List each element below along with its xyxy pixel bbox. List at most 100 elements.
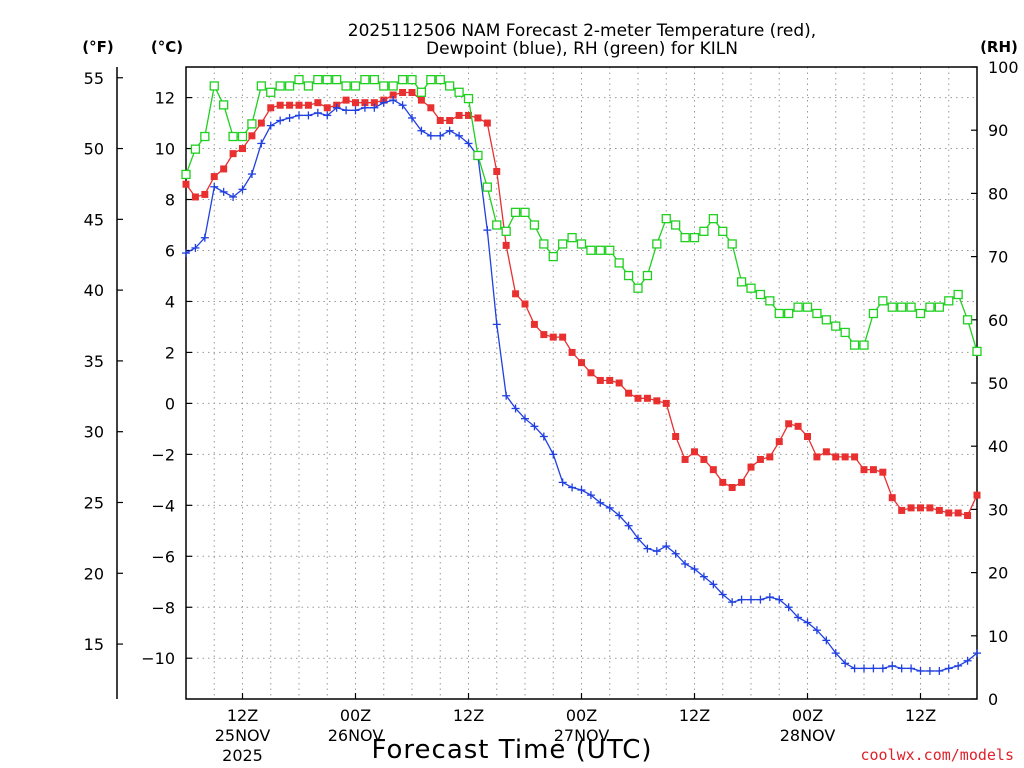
dewpoint-point — [935, 666, 944, 675]
rh-point — [275, 81, 285, 91]
tick-labels: 152025303540455055−10−8−6−4−202468101201… — [84, 58, 1019, 765]
celsius-tick-label: 12 — [155, 89, 175, 108]
dewpoint-point — [370, 103, 379, 112]
dewpoint-point — [671, 549, 680, 558]
temperature-point — [700, 455, 708, 463]
dewpoint-point — [718, 590, 727, 599]
temperature-point — [295, 101, 303, 109]
rh-point — [774, 308, 784, 319]
temperature-point — [559, 333, 567, 341]
temperature-point — [342, 96, 350, 104]
rh-point — [548, 251, 558, 262]
temperature-point — [643, 394, 651, 402]
rh-point — [755, 289, 766, 300]
rh-point — [623, 270, 634, 281]
celsius-tick-label: 0 — [165, 394, 175, 413]
dewpoint-point — [398, 101, 407, 110]
rh-point — [652, 239, 662, 249]
temperature-point — [465, 111, 472, 119]
temperature-point — [446, 117, 454, 125]
rh-point — [718, 226, 728, 236]
temperature-point — [389, 91, 397, 99]
dewpoint-point — [266, 121, 275, 130]
temperature-point — [578, 359, 585, 367]
temperature-point — [747, 463, 755, 471]
dewpoint-point — [530, 422, 539, 431]
dewpoint-point — [229, 192, 238, 201]
dewpoint-point — [916, 666, 925, 675]
dewpoint-point — [897, 664, 906, 673]
dewpoint-point — [285, 113, 294, 122]
temperature-point — [625, 389, 633, 397]
temperature-point — [681, 455, 689, 463]
series-dewpoint — [182, 96, 981, 675]
dewpoint-point — [944, 664, 953, 673]
rh-point — [821, 315, 831, 325]
rh-tick-label: 90 — [988, 121, 1008, 140]
dewpoint-point — [888, 661, 897, 670]
dewpoint-point — [747, 595, 755, 604]
dewpoint-point — [332, 103, 341, 112]
rh-tick-label: 80 — [988, 184, 1008, 203]
temperature-point — [483, 119, 491, 127]
temperature-point — [869, 466, 877, 474]
temperature-point — [738, 478, 746, 486]
dewpoint-point — [408, 113, 416, 122]
dewpoint-point — [360, 103, 369, 112]
rh-point — [529, 220, 540, 230]
dewpoint-point — [295, 111, 303, 120]
rh-point — [812, 308, 822, 319]
axes — [116, 66, 978, 700]
temperature-point — [304, 101, 312, 109]
dewpoint-point — [925, 666, 934, 675]
rh-point — [539, 239, 549, 249]
x-tick-label: 12Z — [227, 706, 258, 725]
rh-point — [266, 87, 276, 97]
rh-point — [435, 74, 445, 85]
temperature-point — [210, 173, 218, 181]
temperature-point — [248, 132, 256, 140]
x-axis-title: Forecast Time (UTC) — [371, 735, 652, 765]
rh-point — [567, 232, 577, 243]
x-date-label: 25NOV — [215, 726, 271, 745]
rh-point — [784, 308, 794, 319]
rh-point — [840, 327, 850, 338]
temperature-point — [766, 453, 774, 461]
celsius-tick-label: −6 — [151, 547, 175, 566]
rh-tick-label: 100 — [988, 58, 1019, 77]
dewpoint-point — [323, 111, 332, 120]
rh-point — [699, 226, 709, 236]
rh-point — [944, 296, 954, 306]
temperature-point — [954, 509, 962, 517]
rh-point — [915, 308, 926, 319]
fahrenheit-tick-label: 45 — [84, 210, 104, 229]
dewpoint-point — [878, 664, 887, 673]
chart-title-line1: 2025112506 NAM Forecast 2-meter Temperat… — [348, 21, 816, 41]
dewpoint-point — [511, 404, 520, 413]
fahrenheit-tick-label: 25 — [84, 493, 104, 512]
temperature-point — [229, 150, 237, 158]
dewpoint-point — [549, 450, 558, 459]
temperature-point — [474, 114, 482, 122]
x-tick-label: 12Z — [679, 706, 710, 725]
temperature-point — [879, 468, 887, 476]
temperature-point — [898, 506, 906, 514]
rh-point — [765, 296, 775, 306]
temperature-point — [191, 193, 199, 201]
temperature-point — [973, 491, 981, 499]
temperature-point — [907, 504, 915, 512]
dewpoint-point — [426, 131, 435, 140]
rh-point — [586, 245, 596, 255]
rh-point — [350, 81, 361, 91]
dewpoint-point — [662, 542, 671, 551]
rh-point — [868, 308, 879, 319]
temperature-point — [323, 104, 331, 112]
rh-point — [332, 74, 342, 85]
temperature-point — [775, 438, 783, 446]
temperature-point — [888, 494, 896, 502]
temperature-point — [606, 376, 614, 384]
dewpoint-point — [464, 139, 473, 148]
dewpoint-point — [182, 249, 190, 258]
rh-point — [388, 81, 398, 91]
dewpoint-point — [539, 432, 548, 441]
